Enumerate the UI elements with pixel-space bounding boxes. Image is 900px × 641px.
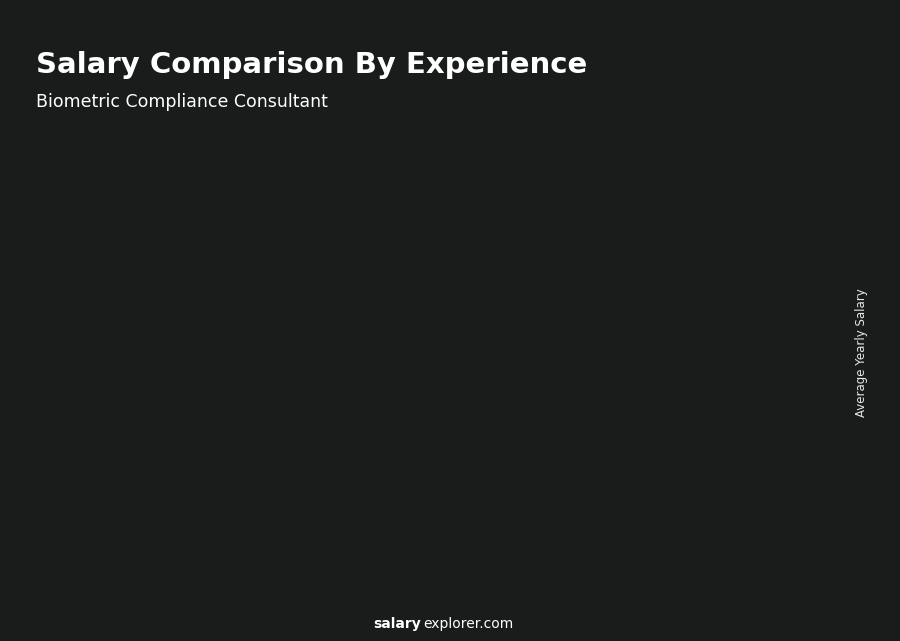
Bar xyxy=(720,65,810,69)
Bar xyxy=(588,215,650,570)
Bar xyxy=(650,215,662,570)
Bar xyxy=(720,56,810,60)
Bar xyxy=(720,79,810,83)
Bar xyxy=(521,243,534,570)
Bar xyxy=(720,60,810,65)
Text: +48%: +48% xyxy=(274,240,333,258)
Bar xyxy=(720,32,756,60)
Bar xyxy=(720,46,810,51)
Bar xyxy=(392,303,405,570)
Bar xyxy=(459,243,521,570)
Text: 123,000 USD: 123,000 USD xyxy=(702,165,779,178)
Text: 58,000 USD: 58,000 USD xyxy=(190,367,260,380)
Bar xyxy=(778,187,791,570)
Bar xyxy=(720,88,810,93)
Text: salary: salary xyxy=(374,617,421,631)
Text: Salary Comparison By Experience: Salary Comparison By Experience xyxy=(36,51,587,79)
Text: 85,800 USD: 85,800 USD xyxy=(321,281,391,294)
Bar xyxy=(720,69,810,74)
Text: Biometric Compliance Consultant: Biometric Compliance Consultant xyxy=(36,93,328,111)
Bar xyxy=(720,42,810,46)
Bar xyxy=(330,303,392,570)
Text: explorer.com: explorer.com xyxy=(423,617,513,631)
Bar xyxy=(716,187,778,570)
Bar xyxy=(588,215,650,224)
Bar xyxy=(264,390,276,570)
Bar xyxy=(720,51,810,56)
Bar xyxy=(135,435,148,570)
Bar xyxy=(720,32,810,37)
Bar xyxy=(202,390,264,570)
Text: Average Yearly Salary: Average Yearly Salary xyxy=(856,288,868,417)
Bar xyxy=(202,390,264,394)
Bar xyxy=(720,37,810,42)
Text: 43,500 USD: 43,500 USD xyxy=(57,413,126,426)
Text: +9%: +9% xyxy=(538,146,583,164)
Bar xyxy=(73,435,135,438)
Text: +8%: +8% xyxy=(666,117,712,135)
Bar xyxy=(73,435,135,570)
Text: +22%: +22% xyxy=(403,176,461,194)
Text: 114,000 USD: 114,000 USD xyxy=(576,193,653,206)
Bar xyxy=(459,243,521,251)
Text: 105,000 USD: 105,000 USD xyxy=(447,221,525,234)
Bar xyxy=(330,303,392,310)
Bar xyxy=(716,187,778,197)
Bar xyxy=(720,74,810,79)
Bar xyxy=(720,83,810,88)
Text: +34%: +34% xyxy=(146,331,204,349)
